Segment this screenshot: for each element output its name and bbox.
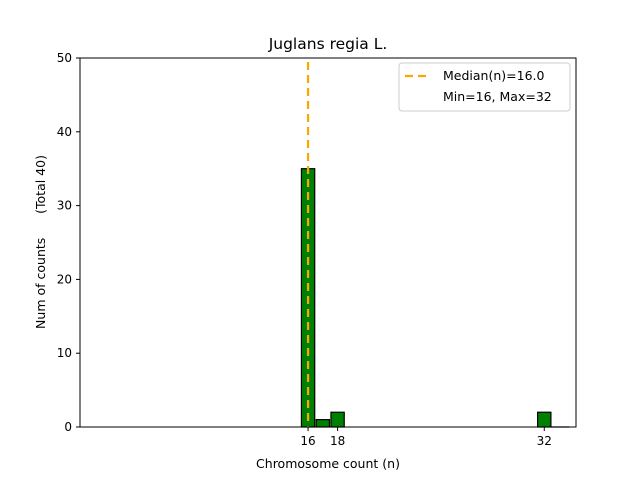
- y-tick-label: 40: [57, 125, 72, 139]
- legend-box: [398, 62, 571, 112]
- y-tick-label: 30: [57, 199, 72, 213]
- legend-entry-range: Min=16, Max=32: [443, 89, 552, 104]
- histogram-bar: [315, 419, 331, 428]
- bars-group: [300, 168, 570, 428]
- y-tick-label: 10: [57, 346, 72, 360]
- x-tick-label: 18: [330, 434, 345, 448]
- y-axis-label: Num of counts (Total 40): [33, 155, 48, 329]
- x-tick-label: 16: [300, 434, 315, 448]
- plot-frame: [79, 57, 577, 428]
- y-tick-label: 20: [57, 272, 72, 286]
- y-axis: 0 10 20 30 40 50: [57, 51, 80, 434]
- legend-entry-median: Median(n)=16.0: [443, 68, 544, 83]
- x-axis-label: Chromosome count (n): [256, 456, 400, 471]
- x-tick-label: 32: [537, 434, 552, 448]
- chart-title: Juglans regia L.: [268, 35, 388, 53]
- histogram-bar: [537, 411, 552, 428]
- histogram-bar: [330, 411, 345, 428]
- legend: Median(n)=16.0 Min=16, Max=32: [398, 62, 571, 112]
- y-tick-label: 50: [57, 51, 72, 65]
- x-axis: 16 18 32: [300, 427, 552, 448]
- y-tick-label: 0: [64, 420, 72, 434]
